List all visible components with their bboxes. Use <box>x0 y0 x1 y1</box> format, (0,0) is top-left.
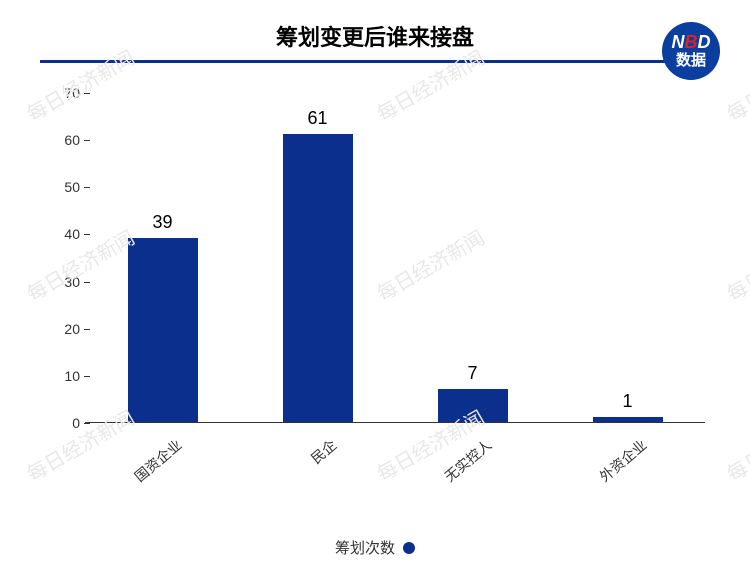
y-tick-mark <box>84 140 90 141</box>
legend-label: 筹划次数 <box>335 537 395 558</box>
badge-n: N <box>672 33 685 53</box>
x-category-label: 国资企业 <box>119 435 185 495</box>
badge-line2: 数据 <box>676 53 706 70</box>
y-tick-label: 10 <box>40 368 80 384</box>
y-tick-mark <box>84 282 90 283</box>
y-tick-mark <box>84 376 90 377</box>
bar-value-label: 1 <box>598 391 658 412</box>
badge-line1: N B D <box>672 33 711 53</box>
y-tick-label: 40 <box>40 226 80 242</box>
chart-title: 筹划变更后谁来接盘 <box>30 20 720 52</box>
y-tick-label: 70 <box>40 85 80 101</box>
plot-area <box>85 93 705 423</box>
badge-b: B <box>685 33 698 53</box>
title-underline <box>40 60 710 63</box>
bar-value-label: 39 <box>133 212 193 233</box>
y-tick-mark <box>84 423 90 424</box>
bar <box>593 417 663 422</box>
y-tick-label: 20 <box>40 321 80 337</box>
bar-value-label: 61 <box>288 108 348 129</box>
bar-value-label: 7 <box>443 363 503 384</box>
y-tick-mark <box>84 234 90 235</box>
y-tick-label: 50 <box>40 179 80 195</box>
y-tick-mark <box>84 93 90 94</box>
watermark: 每日经济新闻 <box>721 402 750 487</box>
y-tick-mark <box>84 329 90 330</box>
y-tick-label: 30 <box>40 274 80 290</box>
bar <box>438 389 508 422</box>
bar <box>128 238 198 422</box>
y-tick-label: 60 <box>40 132 80 148</box>
y-tick-mark <box>84 187 90 188</box>
watermark: 每日经济新闻 <box>721 222 750 307</box>
y-tick-label: 0 <box>40 415 80 431</box>
bar <box>283 134 353 422</box>
x-category-label: 民企 <box>274 435 340 495</box>
badge-d: D <box>698 33 711 53</box>
x-category-label: 外资企业 <box>584 435 650 495</box>
nbd-badge: N B D 数据 <box>662 22 720 80</box>
x-category-label: 无实控人 <box>429 435 495 495</box>
chart-container: 筹划变更后谁来接盘 N B D 数据 0 10 20 30 40 50 60 70 39 国资企业… <box>0 0 750 568</box>
legend: 筹划次数 <box>335 537 415 558</box>
watermark: 每日经济新闻 <box>721 42 750 127</box>
chart-area: 01020304050607039国资企业61民企7无实控人1外资企业 <box>40 83 720 483</box>
legend-dot <box>403 542 415 554</box>
